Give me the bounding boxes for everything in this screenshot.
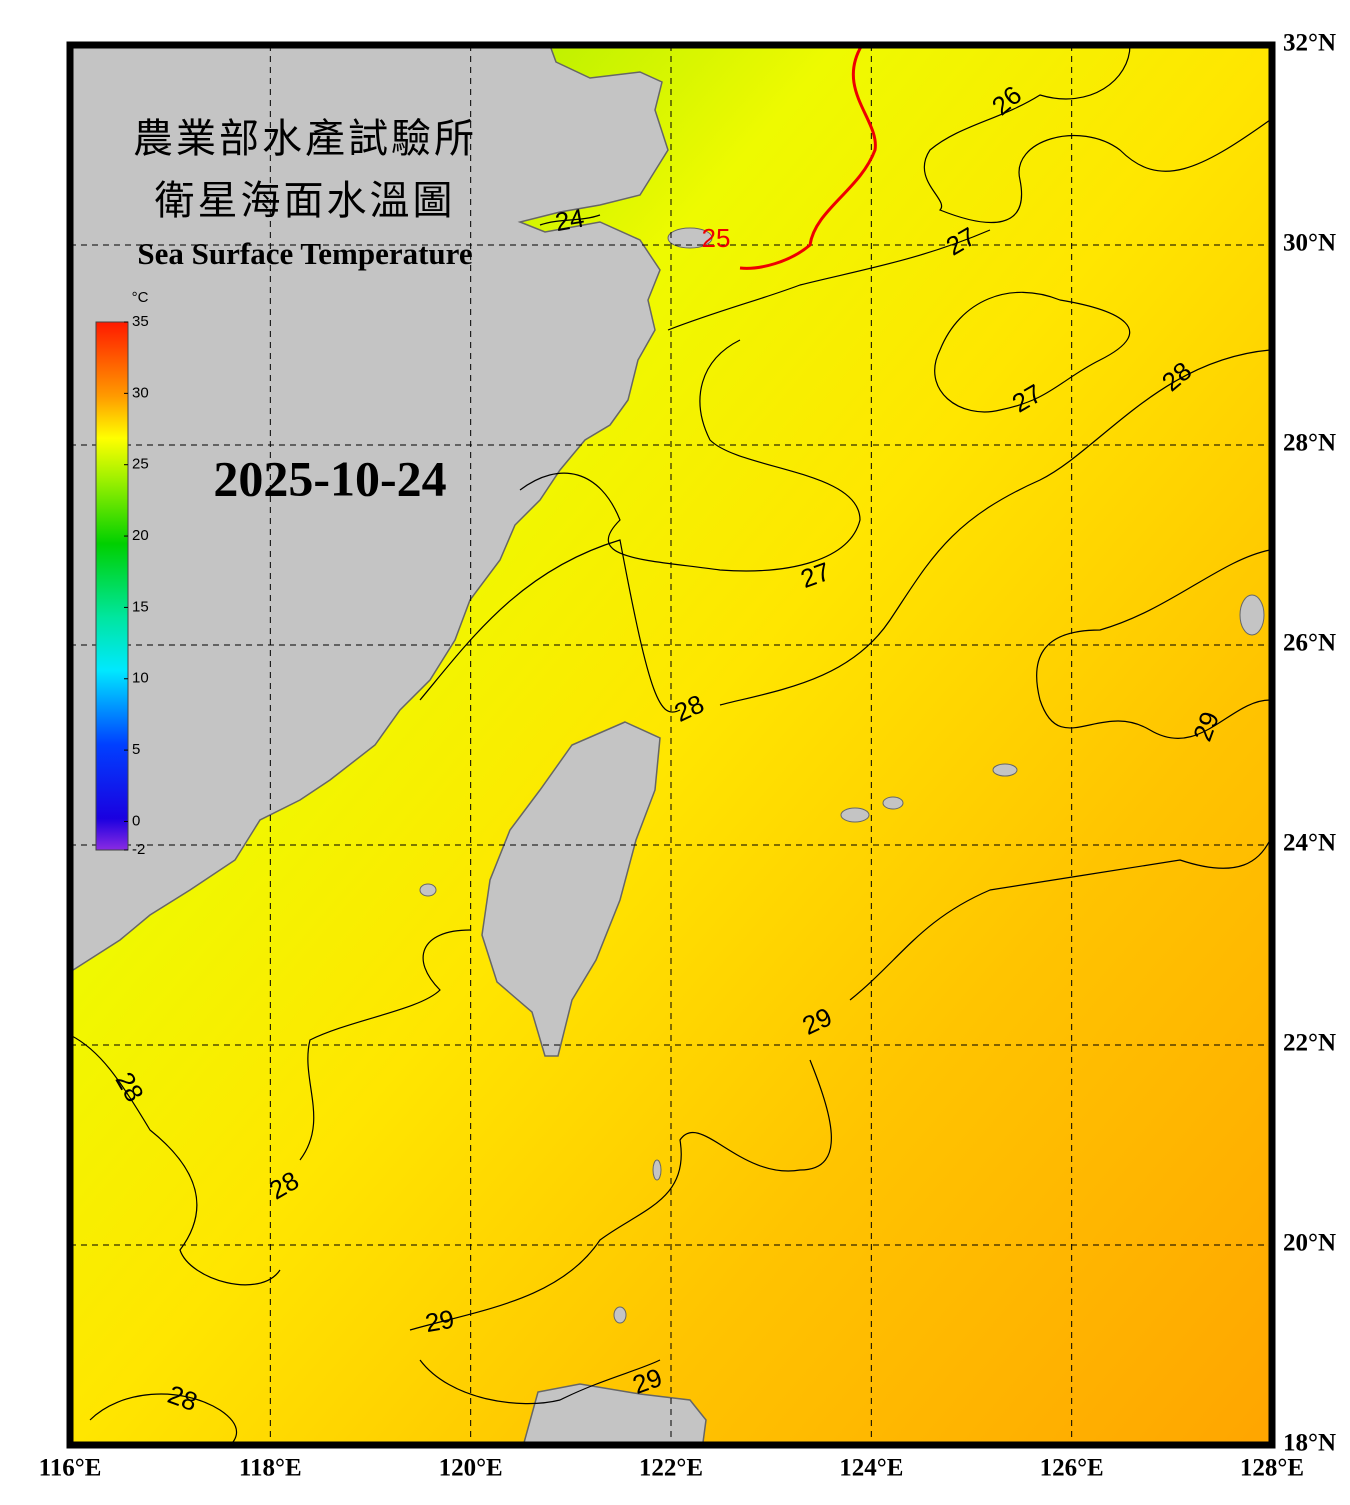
colorbar-tick-label: 35	[132, 313, 149, 330]
isotherm	[89, 1393, 237, 1445]
colorbar-tick-label: 25	[132, 456, 149, 473]
lat-label: 28°N	[1283, 430, 1336, 457]
lon-label: 118°E	[239, 1455, 302, 1482]
lat-label: 32°N	[1283, 30, 1336, 57]
lon-label: 122°E	[639, 1455, 703, 1482]
colorbar-tick-label: 20	[132, 527, 149, 544]
isotherm	[70, 1034, 281, 1286]
title-en: Sea Surface Temperature	[137, 236, 472, 271]
isotherm-label: 25	[702, 223, 731, 253]
isotherm	[419, 539, 681, 713]
colorbar-tick-label: 5	[132, 741, 140, 758]
lat-label: 18°N	[1283, 1430, 1336, 1457]
lat-label: 20°N	[1283, 1230, 1336, 1257]
isotherm	[299, 929, 471, 1161]
colorbar-tick-label: 30	[132, 384, 149, 401]
isotherm-label: 29	[423, 1304, 457, 1339]
isotherm	[1036, 549, 1271, 739]
isotherm	[409, 1059, 832, 1331]
taiwan	[481, 721, 661, 1057]
isotherm	[667, 229, 991, 331]
date: 2025-10-24	[213, 450, 446, 506]
colorbar-tick-label: -2	[132, 841, 145, 858]
isotherm	[419, 1359, 661, 1405]
isotherm	[539, 214, 601, 226]
isotherm	[719, 349, 1271, 706]
map-frame	[66, 41, 1276, 1449]
colorbar-tick-label: 0	[132, 812, 140, 829]
isotherm	[934, 291, 1131, 413]
colorbar	[95, 321, 129, 851]
lon-label: 116°E	[39, 1455, 102, 1482]
isotherm	[849, 839, 1271, 1001]
title-zh: 衛星海面水溫圖	[155, 178, 456, 223]
luzon	[522, 1383, 707, 1445]
title-zh: 農業部水產試驗所	[133, 116, 477, 161]
colorbar-unit: °C	[132, 289, 149, 306]
colorbar-tick-label: 15	[132, 598, 149, 615]
lon-label: 124°E	[839, 1455, 903, 1482]
isotherm	[923, 45, 1271, 224]
lat-label: 24°N	[1283, 830, 1336, 857]
isotherm-label: 24	[553, 203, 587, 238]
mainland-china	[70, 45, 669, 973]
lon-label: 120°E	[439, 1455, 503, 1482]
graticule	[70, 45, 1272, 1445]
lon-label: 128°E	[1240, 1455, 1304, 1482]
colorbar-tick-label: 10	[132, 670, 149, 687]
lat-label: 26°N	[1283, 630, 1336, 657]
lat-label: 30°N	[1283, 230, 1336, 257]
lat-label: 22°N	[1283, 1030, 1336, 1057]
lon-label: 126°E	[1040, 1455, 1104, 1482]
islands	[419, 227, 1265, 1324]
isotherm	[519, 339, 861, 572]
isotherm	[739, 45, 877, 270]
